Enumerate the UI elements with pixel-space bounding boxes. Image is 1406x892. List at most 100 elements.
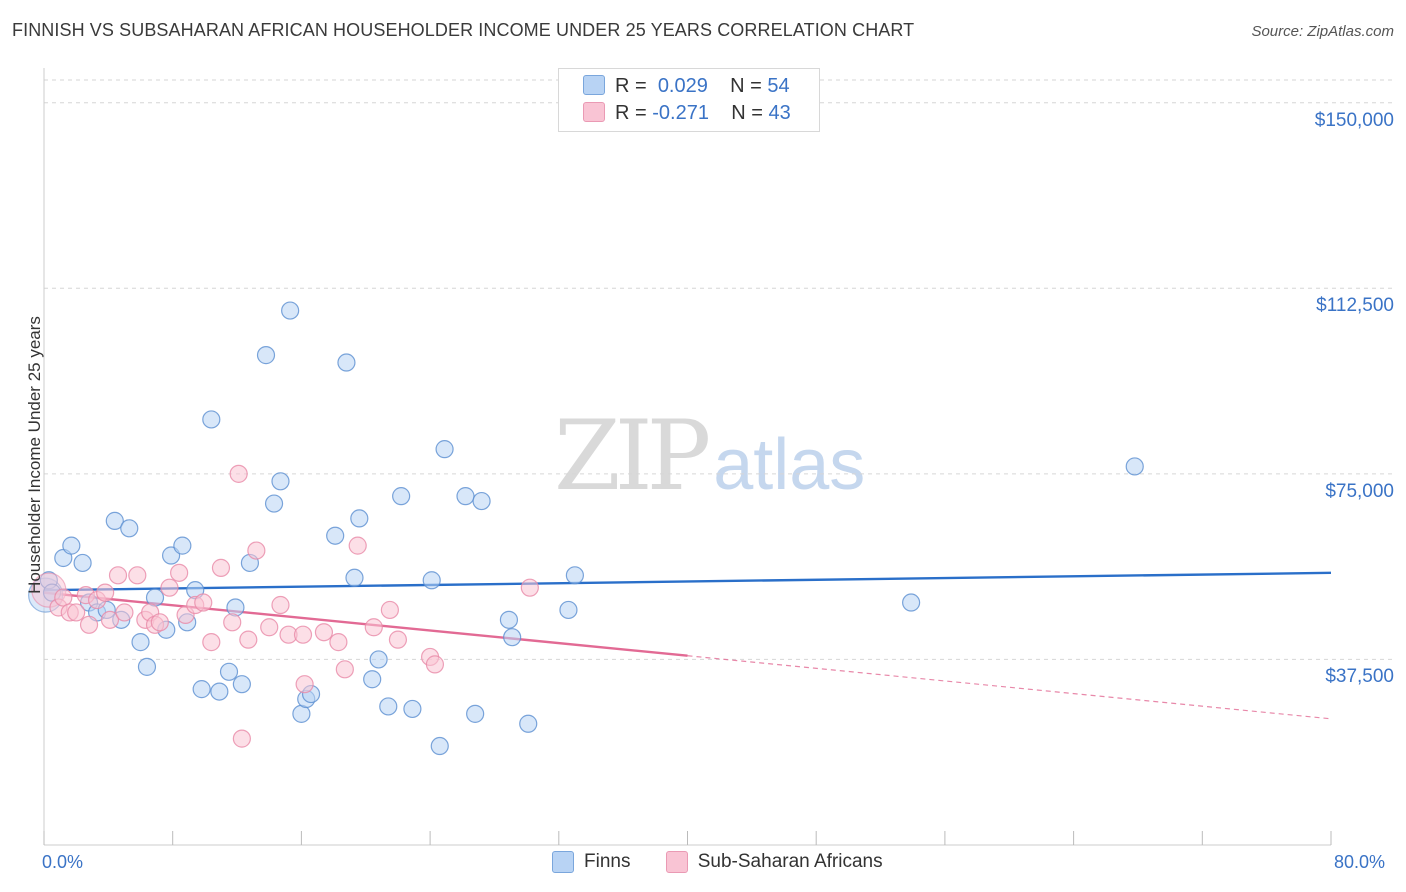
finns-trend-line <box>43 571 1332 592</box>
ssa-point <box>260 618 279 637</box>
finns-point <box>202 410 221 429</box>
ssa-point <box>329 633 348 652</box>
ssa-point <box>271 595 290 615</box>
y-tick-label: $112,500 <box>1316 295 1394 317</box>
finns-point <box>120 519 139 538</box>
finns-point <box>192 680 211 699</box>
trend-lines <box>43 571 1332 720</box>
legend-item-ssa: Sub-Saharan Africans <box>665 851 883 873</box>
ssa-trend-extension <box>687 655 1332 720</box>
ssa-point <box>202 633 221 652</box>
ssa-legend-label: Sub-Saharan Africans <box>697 851 883 872</box>
source-label: Source: ZipAtlas.com <box>1251 23 1394 40</box>
ssa-point <box>160 578 179 597</box>
y-axis-label: Householder Income Under 25 years <box>25 316 44 594</box>
watermark-atlas: atlas <box>713 425 866 505</box>
ssa-point <box>232 729 251 748</box>
legend-n-value: 43 <box>768 102 791 124</box>
ssa-point <box>295 675 314 694</box>
ssa-point <box>96 583 115 602</box>
ssa-point <box>314 623 334 642</box>
ssa-point <box>79 615 99 634</box>
finns-point <box>256 346 276 365</box>
finns-point <box>226 598 245 617</box>
finns-point <box>345 568 364 587</box>
finns-point <box>337 353 356 372</box>
ssa-point <box>380 600 399 620</box>
legend-row-ssa: R = -0.271 N = 43 <box>583 102 791 126</box>
finns-point <box>435 440 454 459</box>
finns-point <box>369 650 388 669</box>
watermark-zip: ZIP <box>554 400 711 512</box>
ssa-point <box>348 536 367 555</box>
legend-n-label: N = <box>731 102 763 124</box>
ssa-point <box>425 655 445 674</box>
legend-r-value: -0.271 <box>652 102 709 124</box>
finns-point <box>472 491 491 511</box>
ssa-point <box>100 610 120 629</box>
ssa-swatch <box>583 102 605 122</box>
finns-point <box>271 472 290 491</box>
legend-item-finns: Finns <box>552 851 630 873</box>
finns-point <box>210 682 229 701</box>
ssa-point <box>293 625 313 644</box>
finns-point <box>326 526 345 545</box>
ssa-point <box>67 603 86 622</box>
finns-point <box>392 487 411 506</box>
ssa-point <box>150 613 169 632</box>
ssa-point <box>223 613 242 632</box>
finns-point <box>73 553 92 573</box>
finns-point <box>1125 457 1144 476</box>
x-tick-label-min: 0.0% <box>42 852 84 872</box>
ssa-point <box>388 630 408 649</box>
ssa-point <box>211 558 231 577</box>
finns-point <box>503 628 522 647</box>
finns-point <box>559 600 578 620</box>
ssa-point <box>108 566 128 585</box>
legend-r-label: R = <box>615 102 647 124</box>
ssa-point <box>520 578 539 597</box>
finns-point <box>264 494 284 513</box>
gridlines <box>44 79 1394 660</box>
finns-point <box>173 536 192 555</box>
legend-r-value: 0.029 <box>657 75 708 97</box>
axes <box>43 68 1332 846</box>
finns-legend-label: Finns <box>584 851 631 872</box>
legend-r-label: R = <box>615 75 647 97</box>
finns-legend-swatch <box>552 851 574 873</box>
ssa-point <box>194 593 213 612</box>
ssa-point <box>239 630 258 649</box>
finns-point <box>350 509 369 528</box>
y-tick-label: $75,000 <box>1325 480 1394 502</box>
finns-point <box>363 670 382 689</box>
legend-n-value: 54 <box>767 75 790 97</box>
finns-point <box>466 704 485 723</box>
legend-n-label: N = <box>730 75 762 97</box>
finns-point <box>105 511 124 530</box>
finns-point <box>902 593 921 612</box>
ssa-point <box>128 566 147 585</box>
ssa-point <box>364 618 383 637</box>
series-legend: Finns Sub-Saharan Africans <box>552 851 913 879</box>
finns-point <box>219 662 239 681</box>
chart-title: FINNISH VS SUBSAHARAN AFRICAN HOUSEHOLDE… <box>12 20 915 40</box>
ssa-point <box>229 464 248 483</box>
finns-point <box>422 571 441 590</box>
finns-point <box>403 699 422 719</box>
finns-point <box>62 536 81 555</box>
ssa-point <box>115 603 134 622</box>
y-tick-label: $150,000 <box>1314 109 1394 131</box>
finns-point <box>281 301 300 320</box>
finns-swatch <box>583 75 605 95</box>
finns-point <box>519 714 538 733</box>
finns-point <box>137 657 157 676</box>
ssa-point <box>247 541 266 560</box>
ssa-point <box>335 660 354 679</box>
correlation-legend: R = 0.029 N = 54 R = -0.271 N = 43 <box>558 68 820 132</box>
data-points <box>28 301 1144 756</box>
finns-point <box>131 633 150 652</box>
finns-point <box>456 487 475 506</box>
finns-point <box>430 736 449 756</box>
finns-point <box>565 566 584 585</box>
